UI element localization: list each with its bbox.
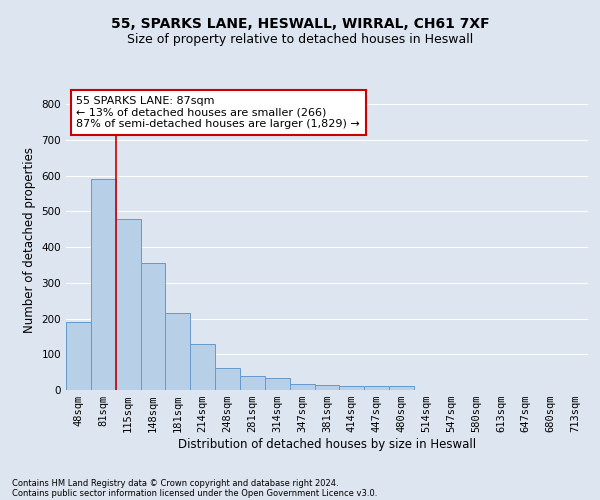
Bar — [340, 386, 364, 390]
Text: Contains HM Land Registry data © Crown copyright and database right 2024.: Contains HM Land Registry data © Crown c… — [12, 478, 338, 488]
Y-axis label: Number of detached properties: Number of detached properties — [23, 147, 36, 333]
Bar — [265, 378, 290, 390]
Bar — [116, 218, 140, 390]
Bar — [91, 180, 116, 390]
Bar — [240, 376, 265, 390]
Bar — [389, 386, 414, 390]
Bar — [166, 313, 190, 390]
Text: Size of property relative to detached houses in Heswall: Size of property relative to detached ho… — [127, 32, 473, 46]
Bar — [140, 263, 166, 390]
Text: 55 SPARKS LANE: 87sqm
← 13% of detached houses are smaller (266)
87% of semi-det: 55 SPARKS LANE: 87sqm ← 13% of detached … — [76, 96, 360, 129]
Bar — [314, 384, 340, 390]
Bar — [290, 384, 314, 390]
Bar — [190, 344, 215, 390]
Bar — [66, 322, 91, 390]
X-axis label: Distribution of detached houses by size in Heswall: Distribution of detached houses by size … — [178, 438, 476, 451]
Text: 55, SPARKS LANE, HESWALL, WIRRAL, CH61 7XF: 55, SPARKS LANE, HESWALL, WIRRAL, CH61 7… — [110, 18, 490, 32]
Bar — [364, 386, 389, 390]
Text: Contains public sector information licensed under the Open Government Licence v3: Contains public sector information licen… — [12, 488, 377, 498]
Bar — [215, 368, 240, 390]
